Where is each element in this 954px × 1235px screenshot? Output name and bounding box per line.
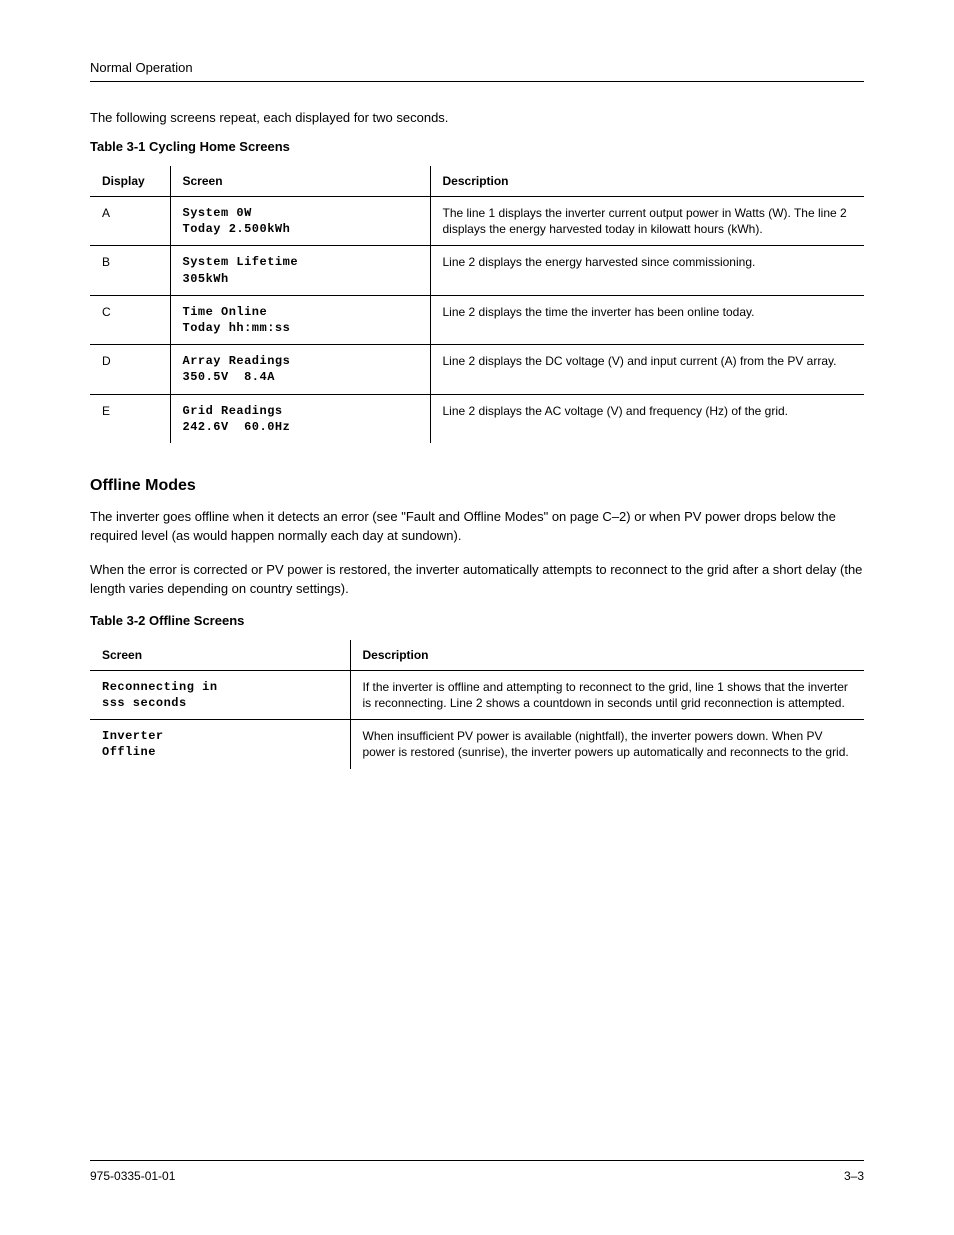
offline-para-2: When the error is corrected or PV power …	[90, 560, 864, 599]
table-offline-screens: Screen Description Reconnecting in sss s…	[90, 640, 864, 769]
header-rule	[90, 81, 864, 82]
table1-desc: Line 2 displays the time the inverter ha…	[430, 295, 864, 344]
offline-para-1: The inverter goes offline when it detect…	[90, 507, 864, 546]
lcd-screen: Inverter Offline	[90, 720, 350, 769]
table1-desc: Line 2 displays the DC voltage (V) and i…	[430, 345, 864, 394]
table2-header-row: Screen Description	[90, 640, 864, 671]
table1-col-desc: Description	[430, 166, 864, 197]
offline-modes-heading: Offline Modes	[90, 477, 864, 495]
table-row: D Array Readings 350.5V 8.4A Line 2 disp…	[90, 345, 864, 394]
table2-caption: Table 3-2 Offline Screens	[90, 613, 864, 628]
table1-desc: Line 2 displays the energy harvested sin…	[430, 246, 864, 295]
table1-display: D	[90, 345, 170, 394]
footer-doc-number: 975-0335-01-01	[90, 1169, 175, 1183]
table-row: B System Lifetime 305kWh Line 2 displays…	[90, 246, 864, 295]
lcd-screen: System Lifetime 305kWh	[170, 246, 430, 295]
table2-desc: When insufficient PV power is available …	[350, 720, 864, 769]
table1-caption: Table 3-1 Cycling Home Screens	[90, 139, 864, 154]
table1-col-display: Display	[90, 166, 170, 197]
table-row: A System 0W Today 2.500kWh The line 1 di…	[90, 197, 864, 246]
running-header: Normal Operation	[90, 60, 864, 75]
table1-display: A	[90, 197, 170, 246]
table-row: Reconnecting in sss seconds If the inver…	[90, 670, 864, 719]
table1-display: C	[90, 295, 170, 344]
lcd-screen: System 0W Today 2.500kWh	[170, 197, 430, 246]
table2-desc: If the inverter is offline and attemptin…	[350, 670, 864, 719]
table1-col-screen: Screen	[170, 166, 430, 197]
table-cycling-home-screens: Display Screen Description A System 0W T…	[90, 166, 864, 443]
table-row: E Grid Readings 242.6V 60.0Hz Line 2 dis…	[90, 394, 864, 443]
footer-page-number: 3–3	[844, 1169, 864, 1183]
lcd-screen: Array Readings 350.5V 8.4A	[170, 345, 430, 394]
lcd-screen: Time Online Today hh:mm:ss	[170, 295, 430, 344]
table1-header-row: Display Screen Description	[90, 166, 864, 197]
lcd-screen: Reconnecting in sss seconds	[90, 670, 350, 719]
table1-display: B	[90, 246, 170, 295]
table1-display: E	[90, 394, 170, 443]
table-row: Inverter Offline When insufficient PV po…	[90, 720, 864, 769]
table1-desc: Line 2 displays the AC voltage (V) and f…	[430, 394, 864, 443]
table1-desc: The line 1 displays the inverter current…	[430, 197, 864, 246]
footer-rule	[90, 1160, 864, 1161]
table2-col-screen: Screen	[90, 640, 350, 671]
intro-paragraph: The following screens repeat, each displ…	[90, 110, 864, 125]
lcd-screen: Grid Readings 242.6V 60.0Hz	[170, 394, 430, 443]
table-row: C Time Online Today hh:mm:ss Line 2 disp…	[90, 295, 864, 344]
page-footer: 975-0335-01-01 3–3	[90, 1160, 864, 1183]
table2-col-desc: Description	[350, 640, 864, 671]
